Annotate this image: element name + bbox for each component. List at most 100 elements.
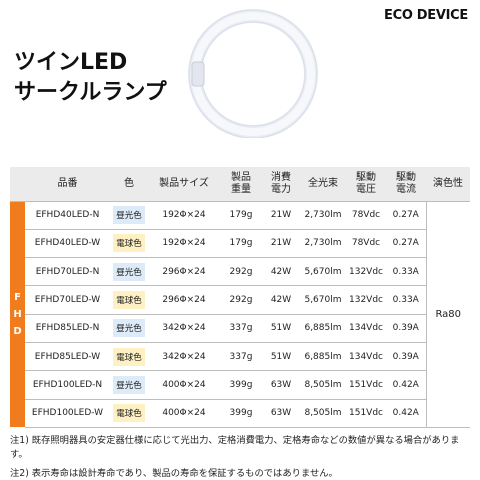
color-chip: 昼光色	[113, 262, 145, 281]
cell-voltage: 134Vdc	[346, 314, 386, 343]
cell-voltage: 78Vdc	[346, 229, 386, 259]
cell-power: 63W	[262, 370, 300, 400]
cell-voltage: 151Vdc	[346, 399, 386, 428]
cell-current: 0.27A	[386, 201, 426, 230]
table-row: EFHD100LED-N 昼光色 400Φ×24 399g 63W 8,505lm 151V…	[10, 370, 470, 400]
cell-flux: 6,885lm	[300, 314, 346, 343]
table-row: EFHD40LED-W 電球色 192Φ×24 179g 21W 2,730lm 78Vdc…	[10, 229, 470, 259]
cell-size: 400Φ×24	[148, 370, 220, 400]
header-power: 消費 電力	[262, 167, 300, 202]
cell-color: 電球色	[110, 399, 148, 428]
spec-table-body: F H D EFHD40LED-N 昼光色 192Φ×24 179g 21W 2,730lm 78…	[10, 201, 470, 428]
table-row: EFHD85LED-N 昼光色 342Φ×24 337g 51W 6,885lm 134Vd…	[10, 314, 470, 343]
cell-weight: 292g	[220, 285, 262, 315]
page-title: ツインLED サークルランプ	[14, 48, 167, 108]
cell-weight: 399g	[220, 399, 262, 428]
group-label-letter: H	[13, 308, 22, 320]
cell-model: EFHD40LED-N	[25, 201, 110, 230]
group-label-letter: D	[13, 325, 22, 337]
cell-weight: 292g	[220, 257, 262, 287]
cell-color: 昼光色	[110, 314, 148, 343]
header-model: 品番	[25, 167, 110, 202]
cell-power: 21W	[262, 201, 300, 230]
cell-model: EFHD85LED-N	[25, 314, 110, 343]
cell-size: 192Φ×24	[148, 201, 220, 230]
footnotes: 注1) 既存照明器具の安定器仕様に応じて光出力、定格消費電力、定格寿命などの数値…	[10, 434, 472, 480]
cell-weight: 399g	[220, 370, 262, 400]
cell-color: 電球色	[110, 342, 148, 372]
cell-size: 342Φ×24	[148, 314, 220, 343]
table-row: EFHD70LED-N 昼光色 296Φ×24 292g 42W 5,670lm 132Vd…	[10, 257, 470, 287]
cell-size: 192Φ×24	[148, 229, 220, 259]
cell-model: EFHD100LED-N	[25, 370, 110, 400]
table-row: EFHD100LED-W 電球色 400Φ×24 399g 63W 8,505lm 151V…	[10, 399, 470, 428]
spec-table: 品番 色 製品サイズ 製品 重量 消費 電力 全光束 駆動 電圧 駆動 電流 演色性 F…	[10, 167, 470, 428]
cell-weight: 337g	[220, 342, 262, 372]
cell-model: EFHD85LED-W	[25, 342, 110, 372]
cell-color: 昼光色	[110, 257, 148, 287]
header-current: 駆動 電流	[386, 167, 426, 202]
cell-current: 0.33A	[386, 285, 426, 315]
header-weight: 製品 重量	[220, 167, 262, 202]
table-row: F H D EFHD40LED-N 昼光色 192Φ×24 179g 21W 2,730lm 78…	[10, 201, 470, 428]
cell-weight: 179g	[220, 201, 262, 230]
header-corner	[10, 167, 25, 202]
cell-weight: 337g	[220, 314, 262, 343]
footnote-2: 注2) 表示寿命は設計寿命であり、製品の寿命を保証するものではありません。	[10, 468, 338, 479]
header-color: 色	[110, 167, 148, 202]
cell-flux: 6,885lm	[300, 342, 346, 372]
header-flux: 全光束	[300, 167, 346, 202]
cell-power: 51W	[262, 342, 300, 372]
cell-power: 42W	[262, 285, 300, 315]
cell-size: 342Φ×24	[148, 342, 220, 372]
color-chip: 電球色	[113, 234, 145, 253]
cell-voltage: 132Vdc	[346, 285, 386, 315]
cell-size: 296Φ×24	[148, 285, 220, 315]
cell-size: 296Φ×24	[148, 257, 220, 287]
color-chip: 電球色	[113, 347, 145, 366]
cell-color: 昼光色	[110, 201, 148, 230]
cell-model: EFHD70LED-N	[25, 257, 110, 287]
cell-color: 電球色	[110, 285, 148, 315]
cell-voltage: 151Vdc	[346, 370, 386, 400]
cell-voltage: 78Vdc	[346, 201, 386, 230]
cell-voltage: 132Vdc	[346, 257, 386, 287]
cell-cri: Ra80	[425, 201, 470, 428]
color-chip: 昼光色	[113, 319, 145, 338]
color-chip: 電球色	[113, 404, 145, 423]
cell-current: 0.39A	[386, 314, 426, 343]
cell-power: 42W	[262, 257, 300, 287]
header-size: 製品サイズ	[148, 167, 220, 202]
cell-flux: 5,670lm	[300, 285, 346, 315]
color-chip: 昼光色	[113, 375, 145, 394]
cell-current: 0.27A	[386, 229, 426, 259]
cell-flux: 8,505lm	[300, 399, 346, 428]
cell-model: EFHD40LED-W	[25, 229, 110, 259]
table-header-row: 品番 色 製品サイズ 製品 重量 消費 電力 全光束 駆動 電圧 駆動 電流 演色性	[10, 167, 470, 202]
cell-flux: 2,730lm	[300, 201, 346, 230]
cell-power: 21W	[262, 229, 300, 259]
circular-lamp-image	[188, 9, 318, 138]
title-line-1: ツインLED	[14, 50, 128, 75]
cell-flux: 8,505lm	[300, 370, 346, 400]
cell-size: 400Φ×24	[148, 399, 220, 428]
header-cri: 演色性	[426, 167, 470, 202]
cell-flux: 5,670lm	[300, 257, 346, 287]
table-row: EFHD70LED-W 電球色 296Φ×24 292g 42W 5,670lm 132Vd…	[10, 285, 470, 315]
color-chip: 電球色	[113, 291, 145, 310]
cell-voltage: 134Vdc	[346, 342, 386, 372]
color-chip: 昼光色	[113, 206, 145, 225]
cell-current: 0.42A	[386, 370, 426, 400]
header-voltage: 駆動 電圧	[346, 167, 386, 202]
cell-current: 0.33A	[386, 257, 426, 287]
title-line-2: サークルランプ	[14, 80, 167, 105]
cell-power: 63W	[262, 399, 300, 428]
cell-flux: 2,730lm	[300, 229, 346, 259]
table-row: EFHD85LED-W 電球色 342Φ×24 337g 51W 6,885lm 134Vd…	[10, 342, 470, 372]
cell-current: 0.42A	[386, 399, 426, 428]
group-label-letter: F	[14, 291, 21, 303]
cell-color: 電球色	[110, 229, 148, 259]
brand-logo: ECO DEVICE	[384, 8, 468, 23]
footnote-1: 注1) 既存照明器具の安定器仕様に応じて光出力、定格消費電力、定格寿命などの数値…	[10, 435, 460, 460]
